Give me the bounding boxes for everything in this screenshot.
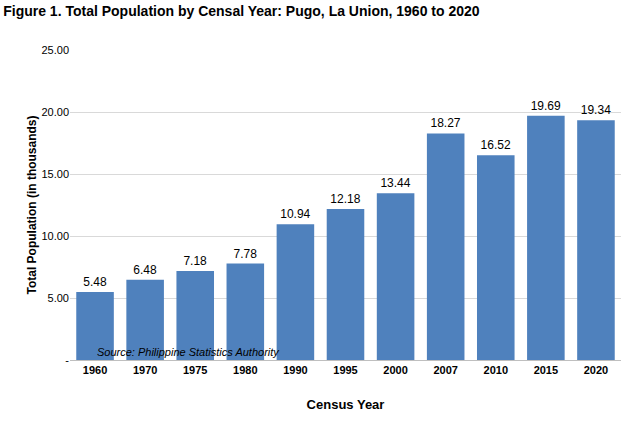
svg-text:1960: 1960 xyxy=(83,364,107,376)
svg-text:7.18: 7.18 xyxy=(183,254,207,268)
svg-text:Source: Philippine Statistics: Source: Philippine Statistics Authority xyxy=(97,346,280,358)
svg-text:1990: 1990 xyxy=(283,364,307,376)
svg-text:1970: 1970 xyxy=(133,364,157,376)
svg-text:Total Population (in thousands: Total Population (in thousands) xyxy=(25,115,39,294)
svg-text:2020: 2020 xyxy=(584,364,608,376)
svg-text:1995: 1995 xyxy=(333,364,357,376)
svg-text:19.34: 19.34 xyxy=(581,103,611,117)
svg-text:15.00: 15.00 xyxy=(41,168,69,180)
svg-text:19.69: 19.69 xyxy=(531,99,561,113)
svg-text:5.48: 5.48 xyxy=(83,275,107,289)
svg-text:13.44: 13.44 xyxy=(380,176,410,190)
svg-text:2015: 2015 xyxy=(534,364,558,376)
svg-text:2007: 2007 xyxy=(433,364,457,376)
svg-text:2000: 2000 xyxy=(383,364,407,376)
svg-text:25.00: 25.00 xyxy=(41,44,69,56)
svg-text:6.48: 6.48 xyxy=(133,263,157,277)
svg-text:5.00: 5.00 xyxy=(48,292,69,304)
svg-text:-: - xyxy=(65,354,69,366)
svg-text:1975: 1975 xyxy=(183,364,207,376)
svg-text:Census Year: Census Year xyxy=(307,397,385,412)
svg-text:20.00: 20.00 xyxy=(41,106,69,118)
svg-text:2010: 2010 xyxy=(484,364,508,376)
svg-text:10.94: 10.94 xyxy=(280,207,310,221)
svg-text:16.52: 16.52 xyxy=(481,138,511,152)
svg-text:12.18: 12.18 xyxy=(330,192,360,206)
svg-text:1980: 1980 xyxy=(233,364,257,376)
svg-text:18.27: 18.27 xyxy=(431,116,461,130)
svg-text:Figure 1. Total Population by: Figure 1. Total Population by Censal Yea… xyxy=(3,3,480,19)
svg-text:10.00: 10.00 xyxy=(41,230,69,242)
svg-text:7.78: 7.78 xyxy=(233,247,257,261)
